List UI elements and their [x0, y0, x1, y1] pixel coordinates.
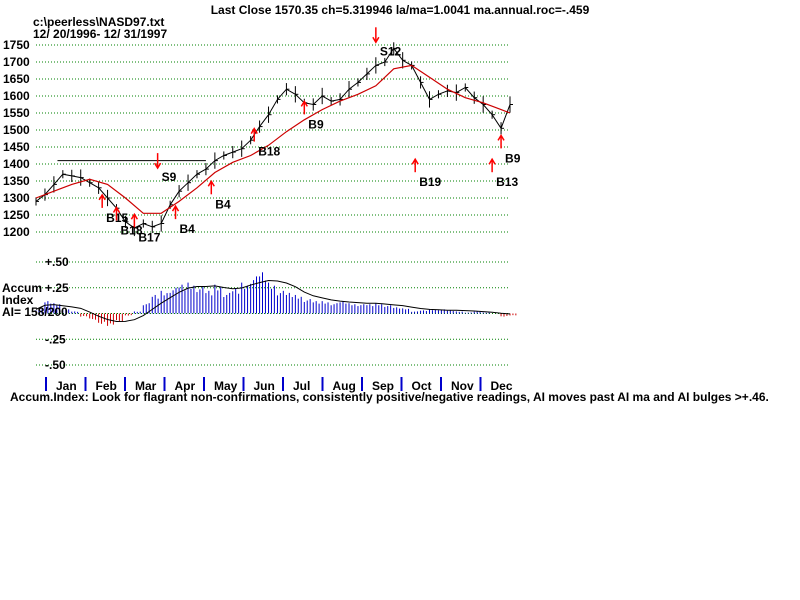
date-range: 12/ 20/1996- 12/ 31/1997 — [33, 27, 167, 41]
signal-b18: B18 — [250, 127, 281, 159]
ai-tick-label: -.50 — [45, 358, 66, 372]
price-tick-label: 1200 — [3, 225, 30, 239]
price-tick-label: 1650 — [3, 72, 30, 86]
signal-label: B18 — [258, 145, 280, 159]
price-tick-label: 1300 — [3, 191, 30, 205]
price-y-axis: 1200 1250 1300 1350 1400 1450 1500 1550 1600 1650… — [3, 38, 30, 239]
signal-b17: B17 — [130, 212, 161, 244]
price-tick-label: 1750 — [3, 38, 30, 52]
signal-annotations: B15B18B17S9B4B4B18B9S12B19B9B13 — [98, 27, 521, 244]
signal-b18: B18 — [112, 206, 143, 237]
signal-label: B18 — [120, 223, 142, 237]
buy-arrowhead — [207, 179, 215, 187]
month-label: Aug — [333, 379, 356, 393]
signal-label: B17 — [138, 230, 160, 244]
buy-arrowhead — [300, 99, 308, 107]
ai-tick-label: +.25 — [45, 281, 69, 295]
signal-label: S9 — [162, 170, 177, 184]
signal-label: B15 — [106, 211, 128, 225]
month-axis: Jan Feb Mar Apr May Jun Jul Aug Sep Oct Nov Dec — [45, 377, 513, 393]
accum-label-3: AI= 158/200 — [2, 305, 68, 319]
sell-arrowhead — [372, 36, 380, 44]
month-label: May — [214, 379, 238, 393]
ai-y-axis: +.50 +.25 -.25 -.50 — [45, 255, 69, 372]
ai-tick-label: +.50 — [45, 255, 69, 269]
footer-note: Accum.Index: Look for flagrant non-confi… — [10, 390, 769, 404]
buy-arrowhead — [250, 127, 258, 134]
price-tick-label: 1350 — [3, 174, 30, 188]
buy-arrowhead — [171, 204, 180, 212]
ai-bars — [35, 272, 517, 326]
file-path: c:\peerless\NASD97.txt — [33, 15, 164, 29]
buy-arrowhead — [488, 157, 496, 165]
ai-tick-label: -.25 — [45, 332, 66, 346]
month-label: Jul — [293, 379, 310, 393]
month-label: Mar — [135, 379, 157, 393]
price-tick-label: 1500 — [3, 123, 30, 137]
price-tick-label: 1450 — [3, 140, 30, 154]
price-tick-label: 1700 — [3, 55, 30, 69]
signal-label: S12 — [380, 44, 402, 58]
signal-label: B19 — [419, 175, 441, 189]
signal-label: B13 — [496, 175, 518, 189]
price-gridlines — [36, 44, 510, 233]
buy-arrowhead — [112, 206, 121, 213]
price-tick-label: 1250 — [3, 208, 30, 222]
signal-b4: B4 — [171, 204, 196, 236]
buy-arrowhead — [98, 193, 106, 201]
signal-label: B9 — [308, 117, 324, 131]
price-series — [35, 42, 513, 237]
signal-label: B4 — [215, 197, 231, 211]
month-label: Dec — [491, 379, 513, 393]
ai-gridlines — [36, 261, 510, 366]
signal-b13: B13 — [488, 157, 518, 189]
month-label: Feb — [96, 379, 117, 393]
month-label: Apr — [175, 379, 196, 393]
month-label: Oct — [412, 379, 432, 393]
signal-b19: B19 — [411, 157, 442, 189]
price-tick-label: 1400 — [3, 157, 30, 171]
buy-arrowhead — [130, 212, 139, 220]
month-label: Nov — [451, 379, 474, 393]
ai-ma-line — [35, 280, 511, 323]
signal-b15: B15 — [98, 193, 129, 225]
price-tick-label: 1550 — [3, 106, 30, 120]
buy-arrowhead — [411, 157, 419, 165]
signal-s9: S9 — [153, 153, 177, 184]
signal-label: B9 — [505, 151, 521, 165]
signal-s12: S12 — [372, 27, 402, 58]
price-tick-label: 1600 — [3, 89, 30, 103]
sell-arrowhead — [153, 162, 162, 170]
accum-label-1: Accum — [2, 281, 42, 295]
accum-label-2: Index — [2, 293, 34, 307]
moving-average-line — [35, 64, 511, 214]
signal-b9: B9 — [497, 133, 521, 165]
signal-b9: B9 — [300, 99, 324, 131]
month-label: Jun — [254, 379, 275, 393]
month-label: Jan — [56, 379, 77, 393]
signal-label: B4 — [180, 222, 196, 236]
close-line — [35, 47, 511, 229]
buy-arrowhead — [497, 133, 505, 141]
signal-b4: B4 — [207, 179, 231, 211]
chart-title: Last Close 1570.35 ch=5.319946 la/ma=1.0… — [211, 3, 590, 17]
month-label: Sep — [372, 379, 394, 393]
